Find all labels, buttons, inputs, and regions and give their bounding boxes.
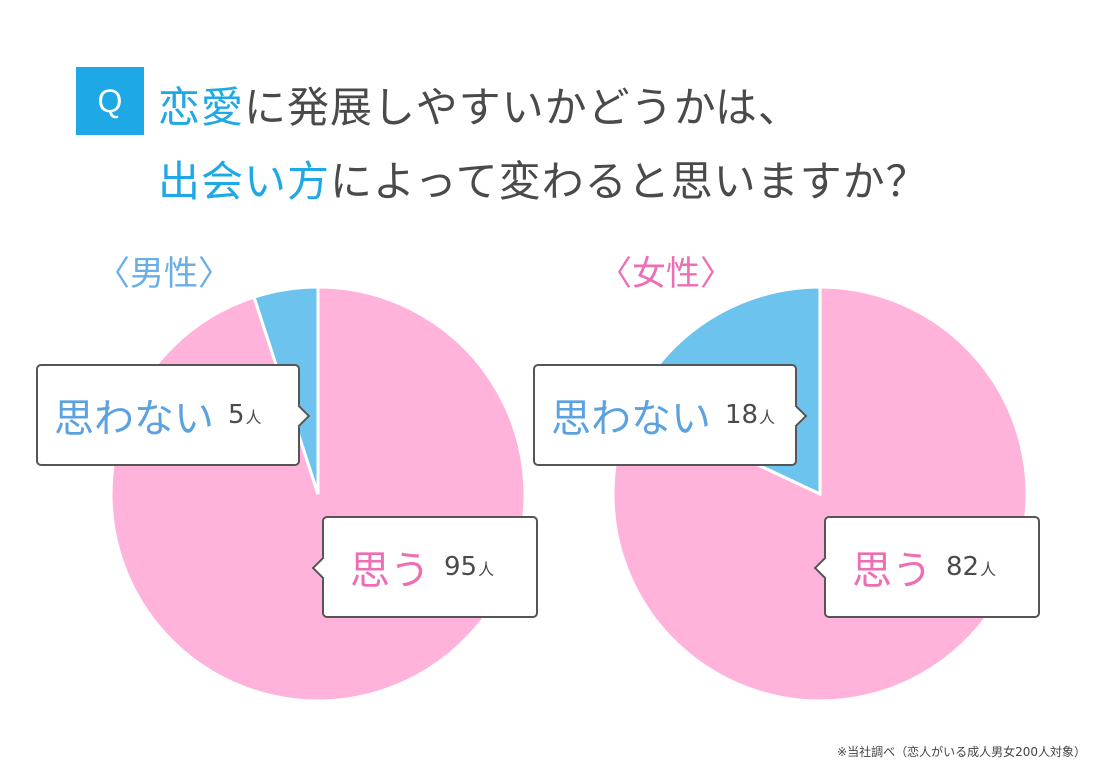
male-no-label: 思わない [54, 396, 214, 442]
male-chart-title: 〈男性〉 [96, 254, 232, 294]
question-text-1: に発展しやすいかどうかは、 [244, 83, 801, 132]
question-highlight-1: 恋愛 [158, 83, 245, 132]
male-yes-label: 思う [350, 548, 430, 594]
question-line-1: 恋愛に発展しやすいかどうかは、 [158, 74, 801, 135]
female-yes-label: 思う [852, 548, 932, 594]
female-chart-title: 〈女性〉 [598, 254, 734, 294]
footnote: ※当社調べ（恋人がいる成人男女200人対象） [837, 745, 1086, 759]
male-no-unit: 人 [245, 408, 262, 427]
male-yes-value: 95 [444, 552, 478, 582]
male-no-value: 5 [228, 400, 245, 430]
male-yes-unit: 人 [478, 560, 495, 579]
female-no-unit: 人 [759, 408, 776, 427]
female-no-value: 18 [725, 400, 759, 430]
question-badge: Q [76, 67, 144, 135]
female-no-callout: 思わない 18 人 [533, 364, 808, 466]
female-yes-value: 82 [946, 552, 980, 582]
male-yes-callout: 思う 95 人 [311, 516, 538, 618]
question-line-2: 出会い方によって変わると思いますか？ [158, 148, 929, 209]
question-text-2: によって変わると思いますか？ [330, 157, 929, 206]
female-yes-callout: 思う 82 人 [813, 516, 1040, 618]
female-no-label: 思わない [551, 396, 711, 442]
female-yes-unit: 人 [980, 560, 997, 579]
question-highlight-2: 出会い方 [158, 157, 331, 206]
